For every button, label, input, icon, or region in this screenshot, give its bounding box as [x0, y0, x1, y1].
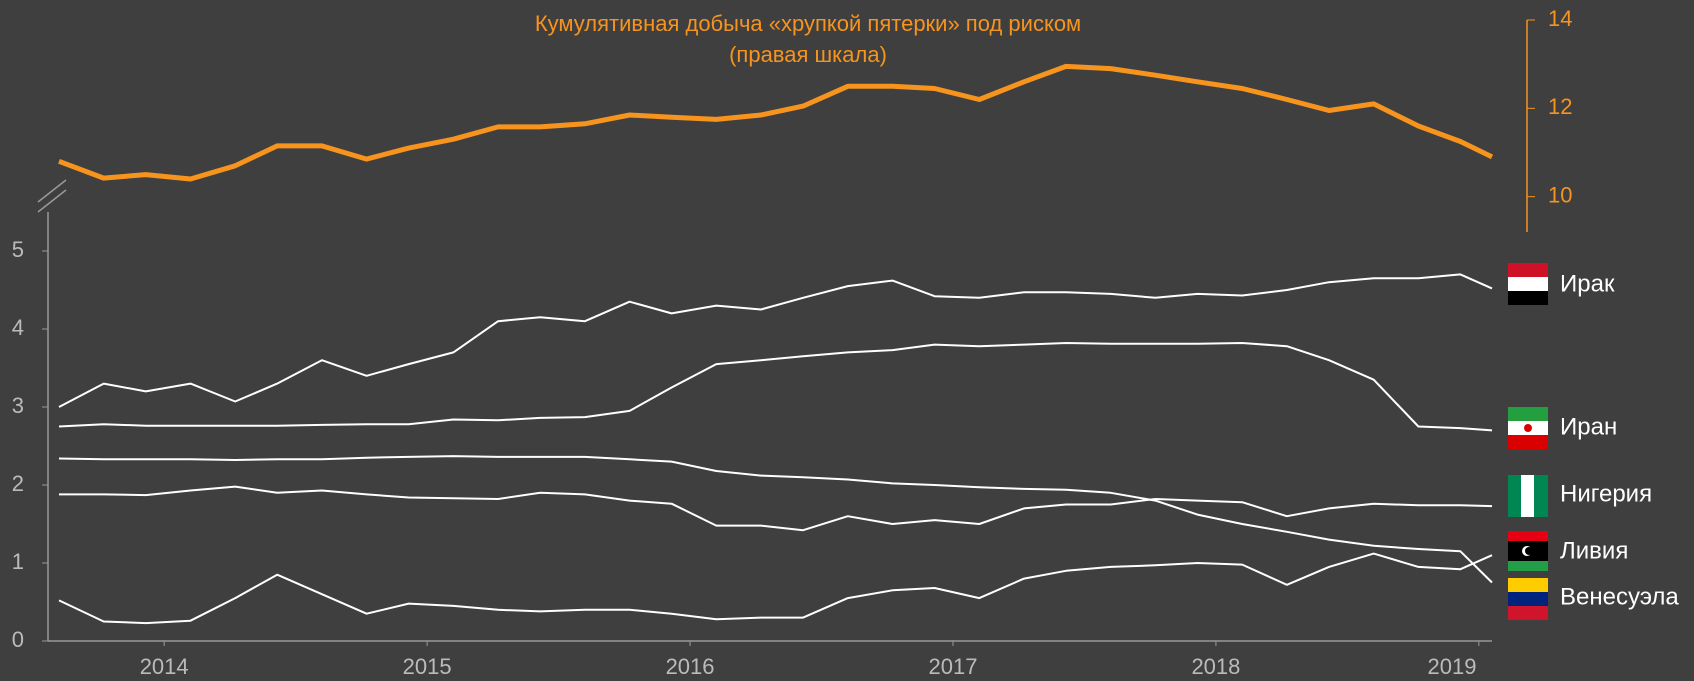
chart-subtitle: (правая шкала) — [729, 42, 887, 67]
legend-label: Ирак — [1560, 270, 1615, 297]
y-tick-label: 1 — [12, 549, 24, 574]
x-tick-label: 2018 — [1191, 654, 1240, 679]
flag-nigeria — [1508, 475, 1548, 517]
flag-libya — [1508, 531, 1548, 571]
y-tick-label: 0 — [12, 627, 24, 652]
cumulative-line — [58, 63, 1494, 182]
legend-label: Венесуэла — [1560, 583, 1679, 610]
series-line — [58, 342, 1493, 432]
chart-title: Кумулятивная добыча «хрупкой пятерки» по… — [535, 11, 1081, 36]
x-tick-label: 2016 — [666, 654, 715, 679]
legend-label: Ливия — [1560, 537, 1628, 564]
x-tick-label: 2014 — [140, 654, 189, 679]
axis-break — [37, 179, 67, 203]
axis-break — [37, 189, 67, 213]
series-line — [58, 455, 1493, 584]
flag-venezuela — [1508, 578, 1548, 620]
y-tick-label: 4 — [12, 315, 24, 340]
y2-tick-label: 14 — [1548, 6, 1572, 31]
flags — [1508, 263, 1548, 620]
y-tick-label: 3 — [12, 393, 24, 418]
y2-tick-label: 10 — [1548, 182, 1572, 207]
y-tick-label: 2 — [12, 471, 24, 496]
y-tick-label: 5 — [12, 237, 24, 262]
legend-label: Иран — [1560, 413, 1617, 440]
flag-iran — [1508, 407, 1548, 449]
series-line — [58, 273, 1493, 408]
series-line — [59, 485, 1493, 532]
x-tick-label: 2019 — [1428, 654, 1477, 679]
legend-label: Нигерия — [1560, 480, 1652, 507]
series-line — [58, 552, 1493, 625]
y2-tick-label: 12 — [1548, 94, 1572, 119]
x-tick-label: 2015 — [403, 654, 452, 679]
x-tick-label: 2017 — [929, 654, 978, 679]
flag-iraq — [1508, 263, 1548, 305]
